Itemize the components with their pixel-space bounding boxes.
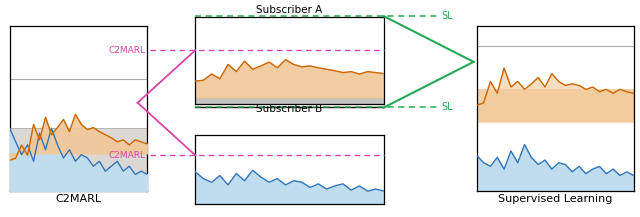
Text: C2MARL: C2MARL <box>109 151 146 160</box>
Text: Subscriber B: Subscriber B <box>256 104 323 113</box>
X-axis label: C2MARL: C2MARL <box>55 194 102 204</box>
Text: Subscriber A: Subscriber A <box>256 5 323 15</box>
Bar <box>10 79 147 128</box>
Text: SL: SL <box>442 11 453 21</box>
Bar <box>477 89 634 122</box>
Bar <box>10 128 147 191</box>
Text: SL: SL <box>442 102 453 112</box>
Text: C2MARL: C2MARL <box>109 46 146 55</box>
Bar <box>195 97 384 104</box>
X-axis label: Supervised Learning: Supervised Learning <box>498 194 612 204</box>
Bar <box>10 26 147 79</box>
